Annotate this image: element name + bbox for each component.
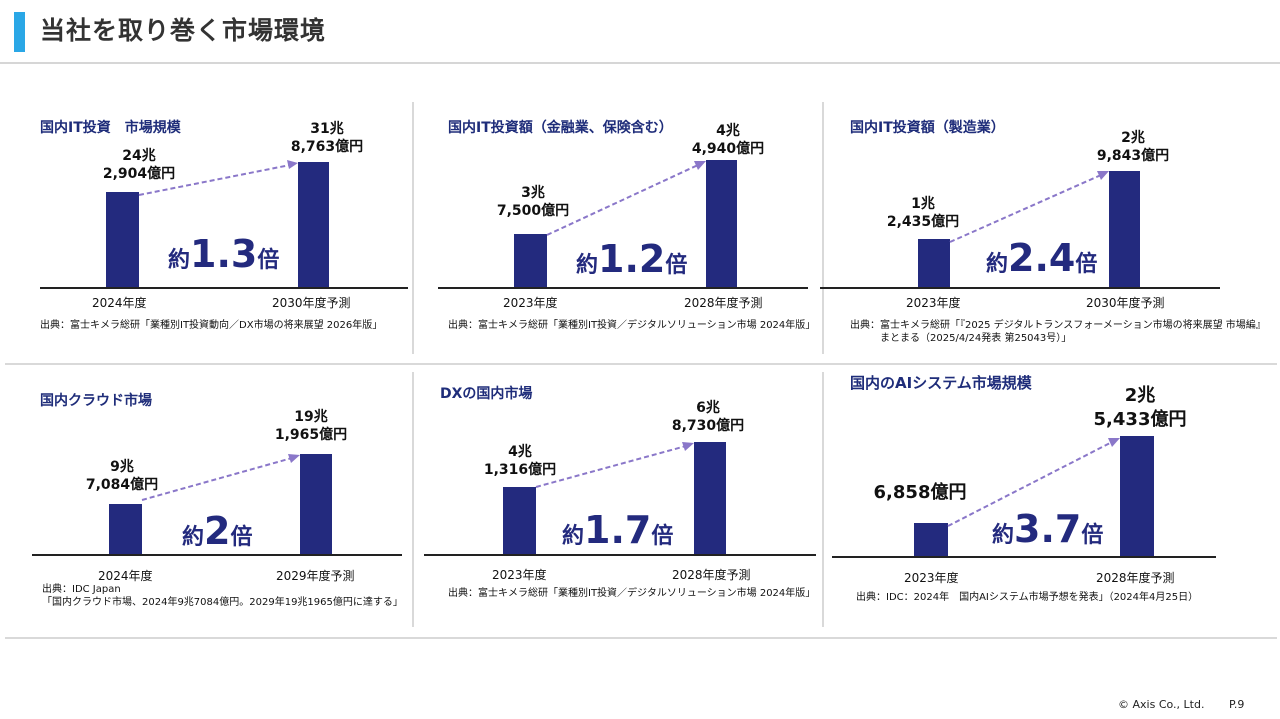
source-note: 出典：富士キメラ総研「業種別IT投資／デジタルソリューション市場 2024年版」 [448, 588, 816, 599]
x-label-right: 2028年度予測 [672, 568, 751, 582]
growth-arrow [949, 171, 1109, 243]
x-label-left: 2023年度 [492, 568, 547, 582]
x-label-left: 2023年度 [503, 296, 558, 310]
left-value-label: 3兆 7,500億円 [496, 185, 570, 219]
right-value-label: 2兆 9,843億円 [1096, 130, 1170, 164]
title-divider [0, 62, 1280, 64]
market-panel-dx: DXの国内市場 4兆 1,316億円 6兆 8,730億円 約1.7倍 2023年度… [424, 383, 820, 613]
growth-arrow [535, 442, 694, 488]
market-panel-it-investment: 国内IT投資 市場規模 24兆 2,904億円 31兆 8,763億円 約1.3倍 … [40, 117, 410, 347]
market-panel-finance-it: 国内IT投資額（金融業、保険含む） 3兆 7,500億円 4兆 4,940億円 約1… [438, 117, 818, 347]
chart-baseline [820, 287, 1220, 289]
page-number: P.9 [1229, 698, 1245, 711]
column-divider [412, 372, 414, 627]
growth-multiplier: 約1.7倍 [562, 508, 674, 552]
market-panel-manufacturing-it: 国内IT投資額（製造業） 1兆 2,435億円 2兆 9,843億円 約2.4倍 2… [820, 117, 1266, 347]
growth-arrow [947, 438, 1120, 527]
chart-baseline [832, 556, 1216, 558]
right-value-label: 19兆 1,965億円 [274, 409, 348, 443]
source-note: 出典：IDC Japan 「国内クラウド市場、2024年9兆7084億円。2029… [42, 584, 403, 608]
bar-right [694, 442, 726, 554]
chart-baseline [438, 287, 808, 289]
x-label-left: 2024年度 [98, 569, 153, 583]
chart-baseline [32, 554, 402, 556]
x-label-left: 2023年度 [906, 296, 961, 310]
title-accent-bar [14, 12, 25, 52]
x-label-right: 2028年度予測 [1096, 571, 1175, 585]
right-value-label: 31兆 8,763億円 [290, 121, 364, 155]
bar-right [1120, 436, 1154, 556]
bar-left [106, 192, 139, 287]
chart-baseline [40, 287, 408, 289]
right-value-label: 2兆 5,433億円 [1093, 385, 1187, 430]
right-value-label: 6兆 8,730億円 [671, 400, 745, 434]
column-divider [822, 102, 824, 354]
panel-title: DXの国内市場 [440, 386, 533, 402]
bar-right [706, 160, 737, 287]
left-value-label: 6,858億円 [873, 482, 967, 503]
x-label-right: 2028年度予測 [684, 296, 763, 310]
panel-title: 国内IT投資額（製造業） [850, 120, 1005, 136]
panel-title: 国内IT投資 市場規模 [40, 120, 181, 136]
growth-multiplier: 約1.2倍 [576, 237, 688, 281]
panel-title: 国内IT投資額（金融業、保険含む） [448, 120, 673, 136]
bar-right [298, 162, 329, 287]
bar-right [1109, 171, 1140, 287]
page-title: 当社を取り巻く市場環境 [40, 16, 327, 45]
x-label-right: 2030年度予測 [1086, 296, 1165, 310]
x-label-right: 2030年度予測 [272, 296, 351, 310]
growth-multiplier: 約3.7倍 [992, 507, 1104, 551]
x-label-left: 2024年度 [92, 296, 147, 310]
x-label-right: 2029年度予測 [276, 569, 355, 583]
copyright: © Axis Co., Ltd. [1118, 698, 1205, 711]
x-label-left: 2023年度 [904, 571, 959, 585]
bar-left [914, 523, 948, 556]
growth-arrow [546, 161, 706, 236]
panel-title: 国内クラウド市場 [40, 393, 152, 409]
row-divider [5, 363, 1277, 365]
bar-right [300, 454, 332, 554]
column-divider [822, 372, 824, 627]
market-panel-ai-system: 国内のAIシステム市場規模 6,858億円 2兆 5,433億円 約3.7倍 20… [832, 372, 1250, 612]
left-value-label: 4兆 1,316億円 [483, 444, 557, 478]
left-value-label: 9兆 7,084億円 [85, 459, 159, 493]
left-value-label: 24兆 2,904億円 [102, 148, 176, 182]
market-panel-cloud: 国内クラウド市場 9兆 7,084億円 19兆 1,965億円 約2倍 2024年度… [32, 390, 410, 620]
growth-multiplier: 約1.3倍 [168, 232, 280, 276]
source-note: 出典：富士キメラ総研「業種別IT投資／デジタルソリューション市場 2024年版」 [448, 320, 816, 331]
bar-left [109, 504, 142, 554]
panel-title: 国内のAIシステム市場規模 [850, 374, 1032, 392]
right-value-label: 4兆 4,940億円 [691, 123, 765, 157]
growth-arrow [141, 454, 300, 501]
source-note: 出典：IDC：2024年 国内AIシステム市場予想を発表」（2024年4月25日… [856, 592, 1199, 603]
growth-arrow [138, 160, 298, 196]
source-note: 出典：富士キメラ総研「『2025 デジタルトランスフォーメーション市場の将来展望… [850, 320, 1266, 344]
growth-multiplier: 約2.4倍 [986, 236, 1098, 280]
bar-left [503, 487, 536, 554]
column-divider [412, 102, 414, 354]
growth-multiplier: 約2倍 [182, 509, 253, 553]
bar-left [514, 234, 547, 287]
left-value-label: 1兆 2,435億円 [886, 196, 960, 230]
chart-baseline [424, 554, 816, 556]
source-note: 出典：富士キメラ総研「業種別IT投資動向／DX市場の将来展望 2026年版」 [40, 320, 383, 331]
bottom-divider [5, 637, 1277, 639]
bar-left [918, 239, 950, 287]
